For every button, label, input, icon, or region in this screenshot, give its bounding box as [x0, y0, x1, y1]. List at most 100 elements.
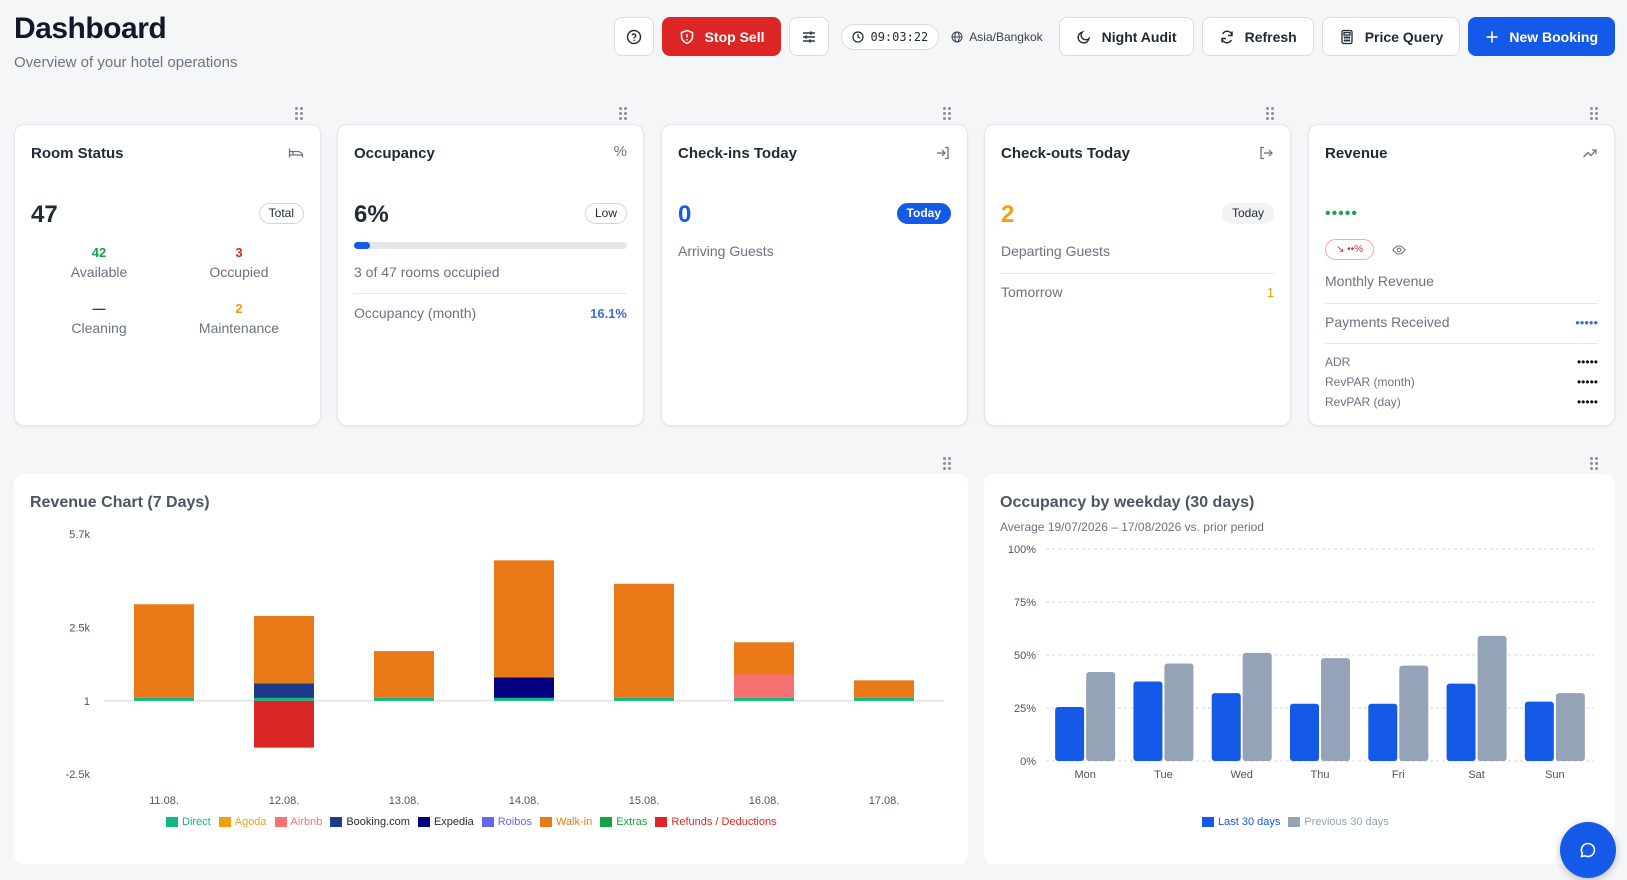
- refresh-label: Refresh: [1244, 28, 1297, 45]
- chat-icon: [1580, 842, 1596, 858]
- price-query-button[interactable]: Price Query: [1321, 17, 1461, 56]
- legend-item[interactable]: Roibos: [481, 816, 532, 828]
- bar[interactable]: [1321, 658, 1350, 761]
- bar-segment[interactable]: [614, 697, 674, 701]
- stat-occupied: 3 Occupied: [179, 245, 299, 280]
- legend-item[interactable]: Last 30 days: [1202, 816, 1280, 828]
- checkouts-value: 2: [1001, 201, 1015, 228]
- checkins-card: Check-ins Today 0 Today Arriving Guests: [661, 124, 968, 426]
- page-subtitle: Overview of your hotel operations: [14, 54, 238, 71]
- revenue-chart: 5.7k 2.5k 1 -2.5k 11.08. 12.08. 13.08. 14.08. 15…: [66, 529, 944, 807]
- legend-label: Previous 30 days: [1304, 816, 1389, 828]
- bar-segment[interactable]: [134, 604, 194, 698]
- settings-sliders-button[interactable]: [789, 17, 830, 56]
- bar-segment[interactable]: [254, 615, 314, 684]
- occupancy-level-badge: Low: [584, 203, 627, 224]
- drag-handle-icon[interactable]: [943, 457, 951, 471]
- legend-item[interactable]: Refunds / Deductions: [655, 816, 777, 828]
- checkins-value: 0: [678, 201, 692, 228]
- toolbar: Stop Sell 09:03:22 Asia/Bangkok Night Au…: [613, 17, 1615, 56]
- bar-segment[interactable]: [134, 697, 194, 701]
- bar-segment[interactable]: [734, 674, 794, 698]
- revenue-masked-value: •••••: [1325, 205, 1359, 222]
- stop-sell-button[interactable]: Stop Sell: [661, 17, 782, 56]
- eye-icon[interactable]: [1392, 243, 1406, 257]
- bar-segment[interactable]: [254, 697, 314, 701]
- x-tick-label: 12.08.: [269, 795, 300, 807]
- bar[interactable]: [1446, 683, 1476, 761]
- bar[interactable]: [1211, 693, 1241, 761]
- bar[interactable]: [1555, 693, 1585, 761]
- bar[interactable]: [1242, 652, 1272, 761]
- bar-segment[interactable]: [614, 583, 674, 698]
- legend-item[interactable]: Booking.com: [330, 816, 410, 828]
- bar[interactable]: [1164, 663, 1194, 761]
- legend-item[interactable]: Airbnb: [274, 816, 323, 828]
- divider: [354, 293, 627, 294]
- legend-label: Booking.com: [346, 816, 410, 828]
- legend-item[interactable]: Direct: [166, 816, 211, 828]
- payments-received-value: •••••: [1575, 315, 1598, 330]
- bar-segment[interactable]: [494, 697, 554, 701]
- legend-label: Airbnb: [290, 816, 323, 828]
- bar[interactable]: [1399, 665, 1429, 761]
- bar-segment[interactable]: [494, 560, 554, 678]
- help-button[interactable]: [613, 17, 654, 56]
- drag-handle-icon[interactable]: [1590, 107, 1598, 121]
- bar[interactable]: [1055, 706, 1085, 761]
- bed-icon: [288, 148, 304, 158]
- bar[interactable]: [1368, 703, 1398, 761]
- drag-handle-icon[interactable]: [295, 107, 303, 121]
- adr-value: •••••: [1576, 355, 1598, 369]
- legend-item[interactable]: Expedia: [417, 816, 474, 828]
- legend-item[interactable]: Extras: [600, 816, 647, 828]
- bar-segment[interactable]: [854, 697, 914, 701]
- chart-title: Revenue Chart (7 Days): [30, 494, 210, 511]
- card-title: Revenue: [1325, 145, 1388, 162]
- trending-up-icon: [1583, 149, 1597, 158]
- bar-segment[interactable]: [374, 697, 434, 701]
- x-tick-label: Thu: [1311, 769, 1330, 781]
- x-tick-label: Sun: [1545, 769, 1565, 781]
- bar-segment[interactable]: [734, 642, 794, 675]
- legend-item[interactable]: Agoda: [218, 816, 267, 828]
- occupancy-progress-bar: [354, 242, 627, 249]
- legend-swatch: [330, 817, 343, 827]
- revpar-day-label: RevPAR (day): [1325, 395, 1401, 409]
- drag-handle-icon[interactable]: [943, 107, 951, 121]
- drag-handle-icon[interactable]: [1266, 107, 1274, 121]
- bar-segment[interactable]: [494, 677, 554, 698]
- y-tick-label: 2.5k: [69, 623, 90, 635]
- occupied-label: Occupied: [209, 264, 269, 280]
- bar-segment[interactable]: [734, 697, 794, 701]
- y-tick-label: 100%: [1008, 544, 1036, 556]
- legend-label: Agoda: [234, 816, 267, 828]
- bar[interactable]: [1133, 681, 1163, 762]
- payments-received-label: Payments Received: [1325, 314, 1450, 330]
- occupancy-weekday-card: Occupancy by weekday (30 days) Average 1…: [984, 474, 1615, 864]
- bar[interactable]: [1086, 671, 1116, 761]
- bar[interactable]: [1477, 635, 1507, 761]
- drag-handle-icon[interactable]: [619, 107, 627, 121]
- occupancy-month-label: Occupancy (month): [354, 305, 477, 321]
- header: Dashboard Overview of your hotel operati…: [14, 8, 1615, 71]
- today-badge: Today: [896, 203, 951, 224]
- y-tick-label: 50%: [1014, 650, 1036, 662]
- legend-swatch: [274, 817, 287, 827]
- chat-button[interactable]: [1560, 822, 1616, 878]
- bar-segment[interactable]: [374, 651, 434, 698]
- cleaning-value: —: [92, 301, 106, 316]
- drag-handle-icon[interactable]: [1590, 457, 1598, 471]
- legend-swatch: [218, 817, 231, 827]
- bar[interactable]: [1524, 701, 1554, 761]
- legend-item[interactable]: Walk-in: [539, 816, 592, 828]
- bar-segment[interactable]: [254, 683, 314, 698]
- new-booking-button[interactable]: New Booking: [1468, 17, 1615, 56]
- legend-item[interactable]: Previous 30 days: [1288, 816, 1389, 828]
- bar-segment[interactable]: [854, 680, 914, 698]
- stat-maintenance: 2 Maintenance: [179, 301, 299, 336]
- bar[interactable]: [1290, 703, 1319, 761]
- bar-segment[interactable]: [254, 700, 314, 748]
- night-audit-button[interactable]: Night Audit: [1058, 17, 1194, 56]
- refresh-button[interactable]: Refresh: [1201, 17, 1314, 56]
